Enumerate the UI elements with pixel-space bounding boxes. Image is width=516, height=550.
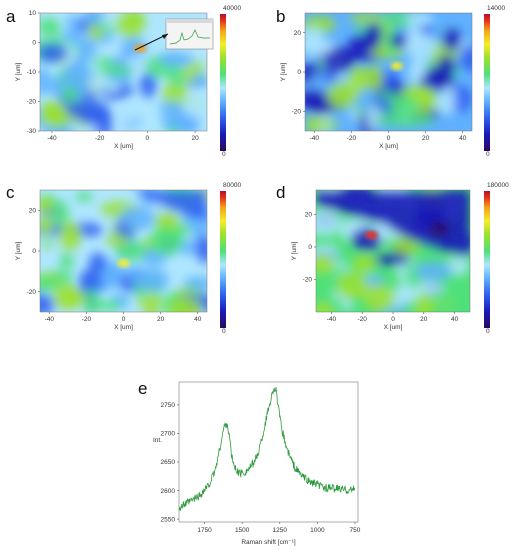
- x-tick-label: 20: [191, 135, 199, 142]
- heatmap-c: -40 -20 0 20 40 20 0 -20 X [um] Y [um] 80000 0: [15, 182, 241, 335]
- x-tick-label: -20: [347, 135, 357, 142]
- x-tick-label: 1750: [197, 527, 212, 534]
- x-tick-label: -20: [357, 316, 367, 323]
- colorbar-max: 14000: [487, 5, 505, 12]
- plot-area: [178, 381, 359, 523]
- y-tick-label: 0: [297, 69, 301, 76]
- y-tick-label: 2600: [161, 488, 176, 495]
- y-tick-label: -10: [27, 69, 37, 76]
- colorbar: 180000 0: [484, 182, 509, 335]
- y-tick-label: 0: [32, 248, 36, 255]
- inset-pointer: [134, 33, 169, 51]
- heatmap-field: [40, 190, 207, 312]
- panel-letter-e: e: [138, 379, 147, 398]
- y-tick-label: 2650: [161, 459, 176, 466]
- y-tick-label: 0: [308, 244, 312, 251]
- y-axis-label: Y [um]: [280, 62, 287, 81]
- x-tick-label: -20: [95, 135, 105, 142]
- heatmap-field: [305, 13, 472, 131]
- x-tick-label: 1250: [273, 527, 288, 534]
- x-axis-label: X [um]: [114, 143, 133, 150]
- heatmap-field: [316, 190, 470, 312]
- colorbar-min: 0: [486, 151, 490, 158]
- y-axis-label: Int.: [153, 437, 162, 444]
- x-tick-label: 0: [391, 316, 395, 323]
- x-tick-label: 40: [459, 135, 467, 142]
- y-tick-label: -30: [27, 128, 37, 135]
- y-tick-label: 10: [29, 10, 37, 17]
- colorbar: 40000 0: [220, 5, 241, 158]
- x-axis-label: Raman shift [cm⁻¹]: [241, 539, 296, 546]
- x-tick-label: 20: [157, 316, 165, 323]
- x-tick-label: 750: [350, 527, 361, 534]
- x-axis-label: X [um]: [379, 143, 398, 150]
- y-tick-label: -20: [292, 109, 302, 116]
- spectrum-panel: 1750 1500 1250 1000 750 2750 2700 2650 2600 2550 R…: [153, 381, 361, 546]
- y-tick-label: -20: [27, 99, 37, 106]
- colorbar-min: 0: [222, 328, 226, 335]
- heatmap-d: -40 -20 0 20 40 20 0 -20 X [um] Y [um] 180000 0: [291, 182, 509, 335]
- y-tick-label: 20: [294, 30, 302, 37]
- colorbar-min: 0: [486, 328, 490, 335]
- y-axis-label: Y [um]: [15, 62, 22, 81]
- y-tick-label: 20: [305, 212, 313, 219]
- panel-letter-c: c: [6, 183, 15, 202]
- y-tick-label: 20: [29, 208, 37, 215]
- x-axis-label: X [um]: [384, 324, 403, 331]
- colorbar-max: 80000: [223, 182, 241, 189]
- y-axis-label: Y [um]: [291, 241, 298, 260]
- colorbar: 14000 0: [484, 5, 505, 158]
- x-tick-label: 0: [387, 135, 391, 142]
- x-tick-label: 20: [422, 135, 430, 142]
- x-axis-label: X [um]: [114, 324, 133, 331]
- x-tick-label: 1500: [235, 527, 250, 534]
- x-tick-label: -40: [45, 316, 55, 323]
- x-tick-label: -20: [82, 316, 92, 323]
- x-tick-label: -40: [47, 135, 57, 142]
- y-tick-label: -20: [303, 277, 313, 284]
- y-tick-label: 0: [32, 40, 36, 47]
- x-tick-label: -40: [310, 135, 320, 142]
- colorbar-min: 0: [222, 151, 226, 158]
- y-tick-label: 2550: [161, 516, 176, 523]
- x-tick-label: -40: [327, 316, 337, 323]
- panel-letter-a: a: [6, 7, 16, 26]
- y-tick-label: -20: [27, 289, 37, 296]
- spectrum-chart: 1750 1500 1250 1000 750 2750 2700 2650 2600 2550 R…: [153, 381, 361, 546]
- x-tick-label: 1000: [310, 527, 325, 534]
- y-axis-label: Y [um]: [15, 241, 22, 260]
- x-tick-label: 20: [420, 316, 428, 323]
- heatmap-b: -40 -20 0 20 40 20 0 -20 X [um] Y [um] 14000 0: [280, 5, 505, 158]
- panel-letter-d: d: [276, 183, 285, 202]
- x-tick-label: 40: [194, 316, 202, 323]
- colorbar: 80000 0: [220, 182, 241, 335]
- x-tick-label: 40: [451, 316, 459, 323]
- spectrum-line: [178, 386, 356, 511]
- x-tick-label: 0: [122, 316, 126, 323]
- panel-letter-b: b: [276, 7, 285, 26]
- y-tick-label: 2750: [161, 402, 176, 409]
- y-tick-label: 2700: [161, 431, 176, 438]
- x-tick-label: 0: [146, 135, 150, 142]
- heatmap-a: -40 -20 0 20 10 0 -10 -20 -30 X [um] Y [um] 40000 0: [15, 5, 241, 158]
- colorbar-max: 180000: [487, 182, 509, 189]
- colorbar-max: 40000: [223, 5, 241, 12]
- inset-spectrum: [134, 18, 214, 51]
